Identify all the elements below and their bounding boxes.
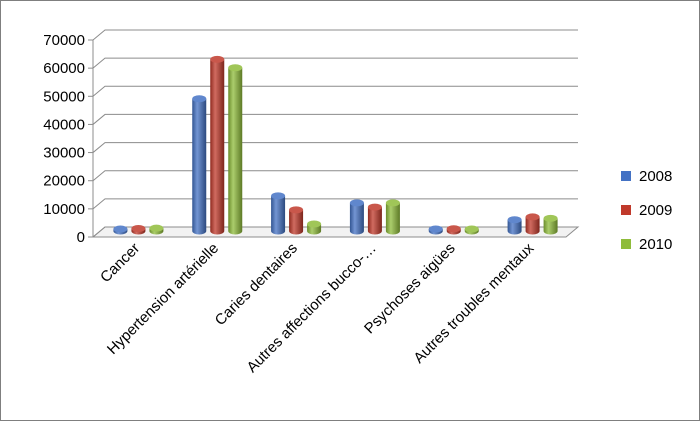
legend-swatch-2008 [621, 171, 631, 181]
bar-body [192, 98, 207, 235]
gridline [92, 170, 578, 182]
y-tick-label: 50000 [43, 88, 85, 105]
bar-top [228, 64, 243, 72]
y-tick-label: 60000 [43, 60, 85, 77]
gridline [92, 142, 578, 153]
bar-body [271, 195, 286, 235]
back-wall [105, 30, 578, 227]
bar-2009-5 [525, 213, 540, 235]
y-tick-label: 70000 [43, 32, 85, 49]
y-axis-ticks: 0 10000 20000 30000 40000 50000 60000 70000 [43, 32, 93, 246]
bar-body [507, 219, 522, 235]
bar-body [349, 202, 364, 235]
bar-2010-2 [307, 220, 322, 235]
y-tick-label: 0 [77, 229, 85, 246]
bar-top [446, 225, 461, 233]
gridlines [92, 29, 578, 238]
bar-2010-5 [543, 214, 558, 235]
bar-top [289, 206, 304, 214]
bar-2009-0 [131, 224, 146, 235]
bar-top [210, 55, 225, 63]
bar-2010-1 [228, 64, 243, 235]
gridline [92, 226, 578, 238]
bar-2008-4 [428, 225, 443, 235]
bar-2008-3 [349, 199, 364, 235]
bar-top [367, 203, 382, 211]
category-label: Autres affections bucco-… [244, 240, 380, 376]
bar-2010-0 [149, 224, 164, 235]
gridline [92, 29, 578, 41]
bar-2010-3 [385, 199, 400, 235]
bar-top [113, 225, 128, 233]
gridline [92, 113, 578, 125]
category-label: Cancer [97, 240, 143, 286]
legend-label-2010: 2010 [639, 236, 672, 253]
y-tick-label: 40000 [43, 116, 85, 133]
bar-2008-0 [113, 225, 128, 235]
y-tick-label: 10000 [43, 201, 85, 218]
y-tick-label: 30000 [43, 145, 85, 162]
bar-2009-4 [446, 225, 461, 235]
legend-label-2008: 2008 [639, 168, 672, 185]
gridline [92, 85, 578, 97]
floor [91, 226, 580, 238]
bar-top [543, 214, 558, 222]
bar-top [507, 216, 522, 224]
bar-body [228, 67, 243, 235]
legend: 2008 2009 2010 [621, 168, 672, 253]
bar-2008-1 [192, 95, 207, 235]
legend-swatch-2010 [621, 239, 631, 249]
bar-2008-5 [507, 216, 522, 235]
bar-top [428, 225, 443, 233]
gridline [92, 57, 578, 69]
bar-body [289, 209, 304, 235]
y-tick-label: 20000 [43, 173, 85, 190]
bar-top [525, 213, 540, 221]
bar-top [131, 224, 146, 232]
bar-2009-1 [210, 55, 225, 235]
bar-body [385, 202, 400, 235]
bar-top [385, 199, 400, 207]
bar-top [464, 225, 479, 233]
bar-body [543, 218, 558, 235]
bar-top [349, 199, 364, 207]
chart-walls [91, 30, 580, 238]
bar-body [210, 59, 225, 235]
bar-2009-2 [289, 206, 304, 235]
category-label: Caries dentaires [212, 240, 301, 329]
bar-top [149, 224, 164, 232]
bar-2010-4 [464, 225, 479, 235]
legend-label-2009: 2009 [639, 202, 672, 219]
legend-swatch-2009 [621, 205, 631, 215]
bar-body [367, 207, 382, 235]
bar-body [525, 216, 540, 235]
bar-2009-3 [367, 203, 382, 235]
bar-2008-2 [271, 192, 286, 235]
bar-top [307, 220, 322, 228]
bar-top [192, 95, 207, 103]
bars [113, 55, 558, 235]
gridline [92, 198, 578, 210]
bar-top [271, 192, 286, 200]
